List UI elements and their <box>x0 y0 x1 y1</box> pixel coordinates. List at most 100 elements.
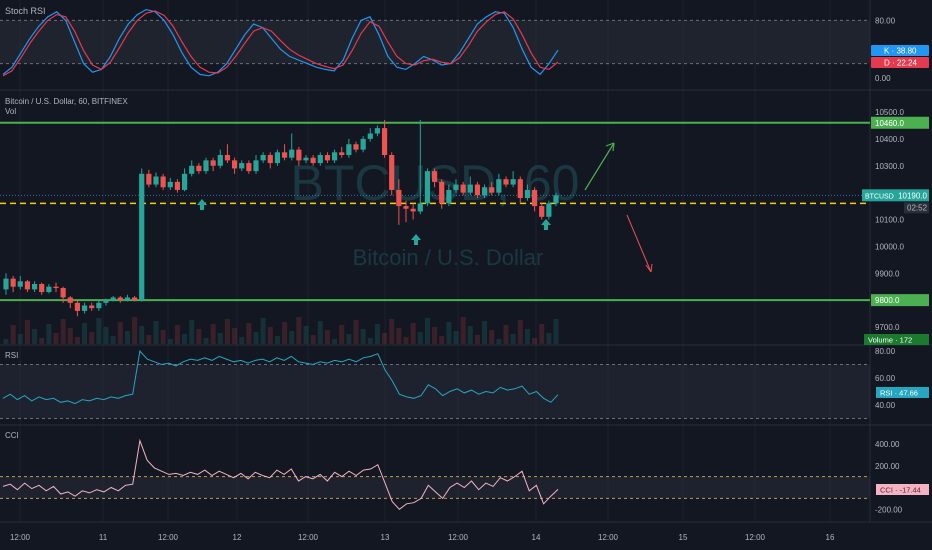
volume-bar <box>182 334 188 344</box>
time-tick-label: 12 <box>233 533 242 542</box>
bullish-arrow-line[interactable] <box>584 142 615 191</box>
time-tick-label: 12:00 <box>10 533 31 542</box>
candle-body <box>167 181 173 188</box>
time-tick-label: 11 <box>99 533 108 542</box>
volume-bar <box>203 338 209 344</box>
volume-bar <box>210 324 216 344</box>
volume-bar <box>24 320 30 344</box>
stoch-title: Stoch RSI <box>5 6 46 16</box>
volume-bar <box>10 325 16 344</box>
volume-bar <box>153 321 159 344</box>
buy-arrow-icon <box>541 219 551 230</box>
rsi-pane: RSI 80.00 60.00 40.00 RSI · 47.66 <box>0 347 929 419</box>
volume-bar <box>60 319 66 344</box>
candle-body <box>360 138 366 150</box>
candle-body <box>203 160 209 172</box>
candle-body <box>367 133 373 139</box>
volume-bar <box>467 326 473 344</box>
volume-value: Volume · 172 <box>868 336 912 345</box>
volume-bar <box>403 337 409 344</box>
candle-body <box>331 152 338 161</box>
time-axis: 12:00 11 12:00 12 12:00 13 12:00 14 12:00 15 12:00… <box>10 533 835 542</box>
cci-value: CCI · -17.44 <box>880 486 921 495</box>
cci-tick-label: 200.00 <box>875 462 900 471</box>
stoch-tick-label: 0.00 <box>875 74 891 83</box>
volume-bar <box>224 319 230 344</box>
candle-body <box>246 163 252 172</box>
candle-body <box>117 297 123 301</box>
candle-body <box>296 149 302 161</box>
volume-bar <box>439 336 445 344</box>
candle-body <box>460 184 466 193</box>
volume-bar <box>32 329 38 344</box>
cci-pane: CCI 400.00 200.00 -200.00 CCI · -17.44 <box>0 431 929 514</box>
volume-bar <box>117 322 123 344</box>
candle-body <box>124 297 131 301</box>
volume-bar <box>453 331 459 344</box>
bearish-arrow-line[interactable] <box>626 214 652 273</box>
volume-bar <box>410 323 416 344</box>
main-title: Bitcoin / U.S. Dollar, 60, BITFINEX <box>5 97 128 106</box>
bearish-arrow-head-icon <box>645 263 653 273</box>
candle-body <box>489 187 495 193</box>
volume-bar <box>432 327 438 344</box>
candle-body <box>31 284 38 290</box>
stoch-k-line <box>2 8 559 77</box>
volume-bar <box>82 323 88 344</box>
candle-body <box>103 300 109 303</box>
candle-body <box>546 203 552 217</box>
price-tick-label: 9700.0 <box>875 323 900 332</box>
candle-body <box>424 171 431 204</box>
candle-body <box>396 189 402 207</box>
volume-bar <box>460 317 466 344</box>
candle-body <box>60 288 66 298</box>
price-symbol: BTCUSD <box>865 193 894 200</box>
rsi-line <box>2 349 559 405</box>
volume-badge <box>864 334 929 345</box>
volume-bar <box>553 319 559 344</box>
volume-bar <box>289 331 295 344</box>
cci-line <box>2 438 559 510</box>
time-tick-label: 12:00 <box>598 533 619 542</box>
volume-bar <box>346 334 352 344</box>
bullish-arrow-head-icon <box>605 142 615 152</box>
candle-body <box>10 278 16 287</box>
volume-bar <box>367 338 373 344</box>
volume-bar <box>146 335 152 344</box>
candle-body <box>496 179 502 193</box>
support-value: 9800.0 <box>875 296 900 305</box>
candle-body <box>374 128 381 134</box>
cci-band <box>0 476 870 499</box>
buy-arrow-icon <box>411 234 421 245</box>
candle-body <box>174 181 181 190</box>
price-badge <box>862 189 929 202</box>
volume-bar <box>167 339 173 344</box>
candle-body <box>353 144 359 150</box>
candle-body <box>146 173 152 185</box>
cci-tick-label: -200.00 <box>875 505 903 514</box>
candle-body <box>74 302 81 311</box>
volume-bar <box>67 328 73 344</box>
volume-bar <box>296 317 302 344</box>
volume-bar <box>317 321 323 344</box>
candle-body <box>217 155 223 166</box>
volume-bar <box>474 335 480 344</box>
volume-bar <box>239 337 245 344</box>
candle-body <box>453 184 459 190</box>
volume-bar <box>189 320 195 344</box>
volume-bar <box>96 318 102 344</box>
candle-body <box>110 297 116 301</box>
volume-bar <box>339 325 345 344</box>
candle-body <box>553 195 559 204</box>
candle-body <box>539 206 545 217</box>
volume-bar <box>246 323 252 344</box>
candle-body <box>446 189 452 204</box>
candle-body <box>431 171 438 182</box>
candle-body <box>439 181 445 204</box>
time-tick-label: 14 <box>532 533 541 542</box>
candle-body <box>81 305 88 311</box>
